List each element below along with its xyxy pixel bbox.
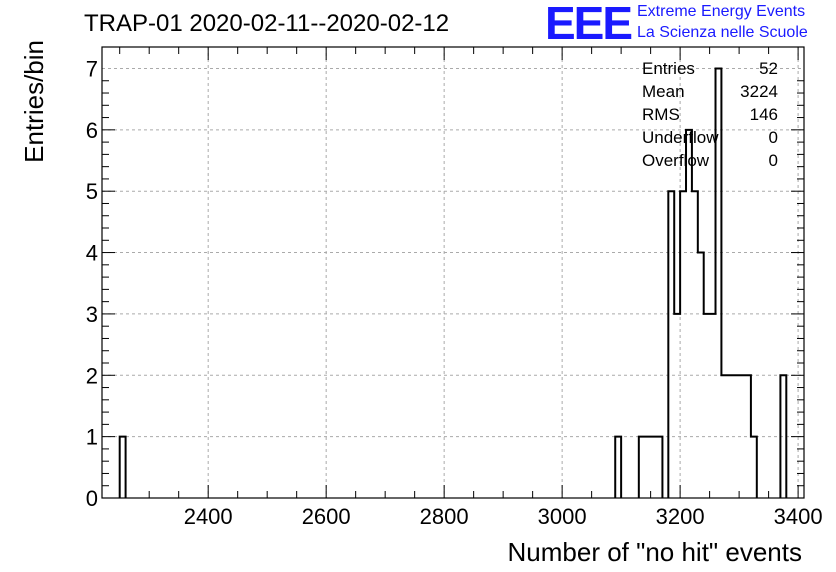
- y-tick-label: 0: [86, 486, 98, 511]
- plot-frame: [101, 46, 805, 499]
- stat-row-entries: Entries 52: [640, 59, 778, 82]
- x-tick-label: 2600: [302, 504, 351, 529]
- y-tick-label: 6: [86, 118, 98, 143]
- stat-value: 52: [759, 59, 778, 78]
- x-tick-label: 2400: [184, 504, 233, 529]
- stat-row-mean: Mean 3224: [640, 82, 778, 105]
- y-tick-label: 1: [86, 425, 98, 450]
- x-axis: 2400 2600 2800 3000 3200 3400: [119, 47, 823, 529]
- x-axis-label: Number of "no hit" events: [508, 537, 803, 567]
- chart-title: TRAP-01 2020-02-11--2020-02-12: [84, 10, 450, 37]
- y-tick-label: 7: [86, 56, 98, 81]
- x-tick-label: 3400: [774, 504, 823, 529]
- stat-label: RMS: [642, 105, 680, 124]
- stat-label: Mean: [642, 82, 685, 101]
- x-tick-label: 2800: [420, 504, 469, 529]
- stats-box: Entries 52 Mean 3224 RMS 146 Underflow 0…: [640, 59, 778, 174]
- y-tick-label: 4: [86, 241, 98, 266]
- logo-text-line1: Extreme Energy Events: [637, 3, 806, 20]
- eee-logo: EEE: [545, 0, 633, 49]
- x-tick-label: 3200: [656, 504, 705, 529]
- y-axis: 0 1 2 3 4 5 6 7: [86, 56, 804, 511]
- stat-value: 0: [768, 128, 778, 147]
- grid-lines: [102, 47, 804, 498]
- logo-text-line2: La Scienza nelle Scuole: [637, 24, 808, 41]
- histogram-bar: [674, 314, 680, 498]
- stat-label: Entries: [642, 59, 695, 78]
- y-tick-label: 3: [86, 302, 98, 327]
- x-tick-label: 3000: [538, 504, 587, 529]
- y-tick-label: 2: [86, 363, 98, 388]
- stat-row-underflow: Underflow 0: [640, 128, 778, 151]
- stat-label: Overflow: [642, 151, 710, 170]
- stat-row-rms: RMS 146: [640, 105, 778, 128]
- stat-label: Underflow: [642, 128, 719, 147]
- histogram-bar: [704, 314, 716, 498]
- y-tick-label: 5: [86, 179, 98, 204]
- stat-value: 3224: [740, 82, 778, 101]
- y-axis-label: Entries/bin: [19, 40, 49, 163]
- histogram-outline: [118, 67, 788, 498]
- stat-value: 0: [768, 151, 778, 170]
- stat-value: 146: [749, 105, 778, 124]
- histogram-bar: [639, 437, 663, 498]
- stat-row-overflow: Overflow 0: [640, 151, 778, 174]
